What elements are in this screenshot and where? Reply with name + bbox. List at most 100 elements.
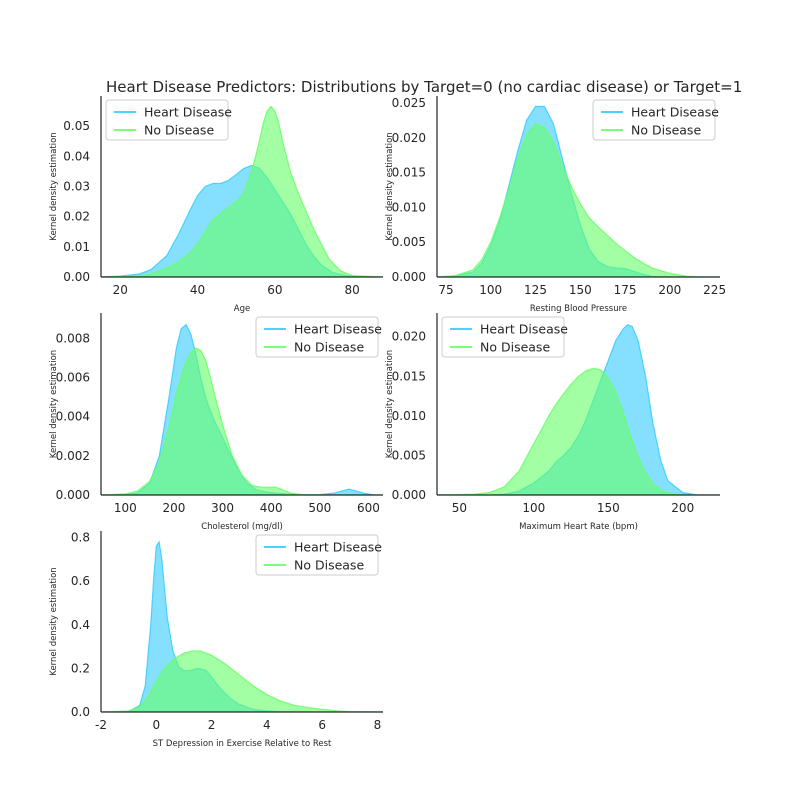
x-axis-label: Age: [234, 304, 250, 314]
no-disease-density-area: [437, 123, 720, 277]
x-tick-label: 300: [211, 501, 234, 515]
density-areas: [437, 105, 720, 277]
x-tick-label: 600: [357, 501, 380, 515]
y-tick-label: 0.008: [56, 331, 90, 345]
heart-disease-legend-label: Heart Disease: [294, 540, 382, 555]
y-tick-label: 0.4: [71, 618, 90, 632]
y-tick-label: 0.020: [392, 131, 426, 145]
x-tick-label: 500: [308, 501, 331, 515]
heart-disease-legend-label: Heart Disease: [144, 105, 232, 120]
y-axis-label: Kernel density estimation: [385, 132, 395, 240]
legend-box: [592, 99, 716, 141]
x-tick-label: 2: [208, 718, 216, 732]
x-tick-label: 225: [703, 283, 726, 297]
y-tick-label: 0.6: [71, 574, 90, 588]
x-tick-label: 200: [162, 501, 185, 515]
density-areas: [437, 324, 720, 495]
x-tick-label: 100: [479, 283, 502, 297]
legend-box: [105, 99, 229, 141]
legend-box: [255, 534, 379, 576]
heart-disease-legend-label: Heart Disease: [480, 322, 568, 337]
x-axis-label: Cholesterol (mg/dl): [201, 522, 283, 532]
legend: Heart Disease No Disease: [255, 316, 382, 358]
y-tick-label: 0.015: [392, 166, 426, 180]
legend: Heart Disease No Disease: [592, 99, 719, 141]
x-tick-label: 50: [452, 501, 467, 515]
subplot-2: 75 100 125 150 175 200 225 0.000 0.005 0.010 0.015…: [385, 96, 726, 314]
x-tick-label: 200: [671, 501, 694, 515]
density-areas: [101, 323, 383, 495]
x-tick-label: 100: [522, 501, 545, 515]
no-disease-density-area: [101, 347, 383, 495]
x-tick-label: -2: [95, 718, 107, 732]
no-disease-legend-label: No Disease: [144, 123, 214, 138]
y-tick-label: 0.000: [56, 488, 90, 502]
y-tick-label: 0.03: [63, 180, 90, 194]
x-tick-label: 150: [597, 501, 620, 515]
no-disease-legend-label: No Disease: [631, 123, 701, 138]
y-tick-label: 0.020: [392, 330, 426, 344]
x-tick-label: 6: [318, 718, 326, 732]
y-tick-label: 0.004: [56, 410, 90, 424]
legend: Heart Disease No Disease: [441, 316, 568, 358]
heart-disease-legend-label: Heart Disease: [631, 105, 719, 120]
y-axis-label: Kernel density estimation: [49, 567, 59, 675]
x-tick-label: 150: [569, 283, 592, 297]
y-tick-label: 0.002: [56, 449, 90, 463]
y-tick-label: 0.0: [71, 705, 90, 719]
y-axis-label: Kernel density estimation: [49, 132, 59, 240]
y-tick-label: 0.05: [63, 119, 90, 133]
x-axis-label: ST Depression in Exercise Relative to Re…: [153, 739, 332, 749]
y-tick-label: 0.025: [392, 96, 426, 110]
subplot-1: 20 40 60 80 0.00 0.01 0.02 0.03 0.04 0.05 Age Kerne…: [49, 96, 383, 314]
x-tick-label: 4: [263, 718, 271, 732]
y-tick-label: 0.010: [392, 409, 426, 423]
legend-box: [441, 316, 565, 358]
density-areas: [101, 540, 383, 712]
subplot-5: -2 0 2 4 6 8 0.0 0.2 0.4 0.6 0.8 ST Depression in E…: [49, 531, 383, 749]
x-tick-label: 60: [267, 283, 282, 297]
y-tick-label: 0.000: [392, 488, 426, 502]
y-tick-label: 0.01: [63, 240, 90, 254]
y-axis-label: Kernel density estimation: [49, 350, 59, 458]
x-tick-label: 200: [658, 283, 681, 297]
legend: Heart Disease No Disease: [255, 534, 382, 576]
x-tick-label: 80: [344, 283, 359, 297]
y-tick-label: 0.00: [63, 270, 90, 284]
x-tick-label: 175: [614, 283, 637, 297]
y-tick-label: 0.04: [63, 149, 90, 163]
x-tick-label: 125: [524, 283, 547, 297]
density-areas: [101, 105, 383, 277]
no-disease-legend-label: No Disease: [294, 340, 364, 355]
no-disease-legend-label: No Disease: [480, 340, 550, 355]
y-tick-label: 0.015: [392, 369, 426, 383]
x-tick-label: 100: [114, 501, 137, 515]
y-tick-label: 0.02: [63, 210, 90, 224]
legend-box: [255, 316, 379, 358]
y-tick-label: 0.005: [392, 448, 426, 462]
subplot-4: 50 100 150 200 0.000 0.005 0.010 0.015 0.020 Maxi…: [385, 313, 720, 532]
no-disease-density-area: [101, 650, 383, 712]
subplots: 20 40 60 800.000.010.020.030.040.05AgeKerne…: [49, 96, 726, 749]
x-tick-label: 400: [260, 501, 283, 515]
x-tick-label: 75: [438, 283, 453, 297]
y-tick-label: 0.010: [392, 200, 426, 214]
y-tick-label: 0.2: [71, 661, 90, 675]
y-tick-label: 0.000: [392, 270, 426, 284]
x-axis-label: Resting Blood Pressure: [530, 304, 627, 314]
figure-title: Heart Disease Predictors: Distributions …: [106, 78, 742, 96]
x-axis-label: Maximum Heart Rate (bpm): [519, 522, 638, 532]
heart-disease-legend-label: Heart Disease: [294, 322, 382, 337]
no-disease-density-area: [101, 105, 383, 277]
y-axis-label: Kernel density estimation: [385, 350, 395, 458]
no-disease-density-area: [437, 367, 720, 495]
y-tick-label: 0.8: [71, 531, 90, 545]
x-tick-label: 8: [374, 718, 382, 732]
y-tick-label: 0.006: [56, 371, 90, 385]
legend: Heart Disease No Disease: [105, 99, 232, 141]
subplot-3: 100 200 300 400 500 600 0.000 0.002 0.004 0.006 0.…: [49, 313, 383, 532]
x-tick-label: 20: [113, 283, 128, 297]
no-disease-legend-label: No Disease: [294, 558, 364, 573]
y-tick-label: 0.005: [392, 235, 426, 249]
